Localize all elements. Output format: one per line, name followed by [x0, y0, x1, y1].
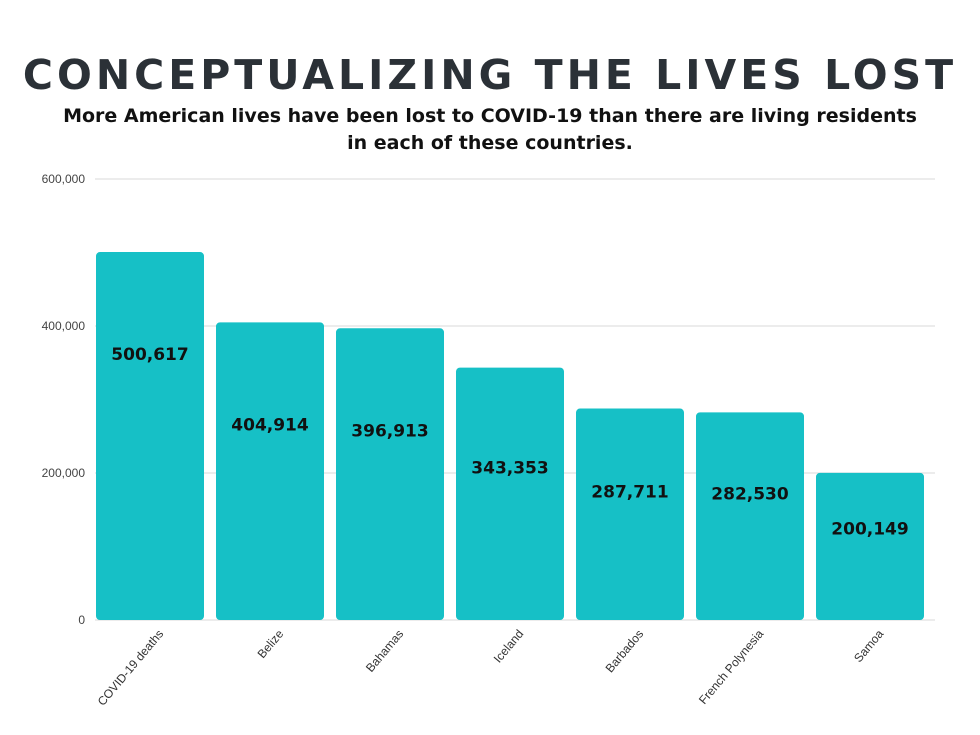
- bar: [96, 252, 204, 620]
- x-tick-label: Barbados: [603, 627, 647, 675]
- y-tick-label: 400,000: [42, 319, 86, 333]
- bar-value-label: 396,913: [351, 421, 428, 441]
- bar-value-label: 404,914: [231, 415, 309, 435]
- chart-title: CONCEPTUALIZING THE LIVES LOST: [22, 51, 958, 99]
- y-tick-label: 0: [78, 613, 85, 627]
- subtitle-line-2: in each of these countries.: [347, 132, 633, 154]
- chart-subtitle: More American lives have been lost to CO…: [60, 103, 920, 157]
- bar-value-label: 500,617: [111, 345, 188, 365]
- bar: [336, 328, 444, 620]
- subtitle-line-1: More American lives have been lost to CO…: [63, 105, 917, 127]
- x-tick-label: COVID-19 deaths: [95, 627, 167, 709]
- x-tick-label: Iceland: [491, 627, 527, 666]
- y-tick-label: 200,000: [42, 466, 86, 480]
- bar-value-label: 287,711: [591, 482, 668, 502]
- bar: [576, 408, 684, 620]
- x-tick-label: Samoa: [851, 627, 886, 665]
- bar-value-label: 282,530: [711, 485, 789, 505]
- x-tick-label: French Polynesia: [696, 627, 767, 707]
- bar: [816, 472, 924, 620]
- y-tick-label: 600,000: [42, 172, 86, 186]
- bar-value-label: 200,149: [831, 520, 908, 540]
- bar: [696, 412, 804, 620]
- x-tick-label: Belize: [255, 627, 287, 661]
- bar: [216, 322, 324, 620]
- bar: [456, 367, 564, 620]
- x-tick-label: Bahamas: [363, 627, 406, 675]
- bar-value-label: 343,353: [471, 459, 548, 479]
